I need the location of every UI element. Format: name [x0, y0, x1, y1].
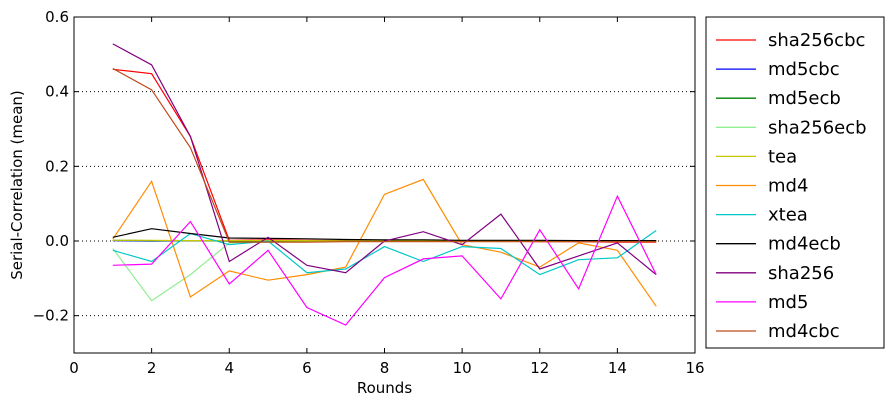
legend-label-md4ecb: md4ecb [768, 234, 841, 255]
grid-lines [74, 16, 695, 317]
legend-label-md4cbc: md4cbc [768, 321, 840, 342]
x-tick-label: 8 [380, 359, 390, 377]
x-tick-label: 4 [224, 359, 234, 377]
y-axis-ticks: −0.2 0.0 0.2 0.4 0.6 [33, 8, 695, 325]
legend-label-md5ecb: md5ecb [768, 88, 841, 109]
series-line-md4ecb [112, 228, 657, 242]
series-line-md4 [112, 178, 657, 307]
y-tick-label: −0.2 [33, 307, 69, 325]
y-tick-label: 0.2 [45, 157, 69, 175]
x-tick-label: 6 [302, 359, 312, 377]
legend-label-md4: md4 [768, 176, 808, 197]
legend-label-sha256cbc: sha256cbc [768, 30, 865, 51]
legend-label-md5cbc: md5cbc [768, 59, 840, 80]
x-tick-label: 0 [69, 359, 79, 377]
x-tick-label: 16 [685, 359, 704, 377]
series-line-md4cbc [112, 67, 657, 243]
x-tick-label: 12 [530, 359, 549, 377]
x-axis-label: Rounds [357, 379, 412, 397]
legend-box [705, 16, 885, 349]
x-tick-label: 14 [608, 359, 627, 377]
x-axis-ticks: 0 2 4 6 8 10 12 14 16 [69, 17, 705, 377]
legend-label-md5: md5 [768, 292, 808, 313]
legend-label-tea: tea [768, 146, 797, 167]
y-tick-label: 0.4 [45, 83, 69, 101]
series-line-sha256ecb [112, 240, 657, 302]
series-line-md5 [112, 194, 657, 326]
plot-frame [73, 16, 696, 354]
series-lines [112, 43, 657, 326]
legend-label-xtea: xtea [768, 205, 808, 226]
x-tick-label: 2 [147, 359, 157, 377]
x-tick-label: 10 [453, 359, 472, 377]
series-line-xtea [112, 230, 657, 276]
legend-label-sha256ecb: sha256ecb [768, 117, 867, 138]
y-tick-label: 0.0 [45, 232, 69, 250]
legend: sha256cbc md5cbc md5ecb sha256ecb tea md4 xtea… [705, 16, 885, 349]
y-tick-label: 0.6 [45, 8, 69, 26]
legend-label-sha256: sha256 [768, 263, 834, 284]
y-axis-label: Serial-Correlation (mean) [8, 90, 26, 280]
